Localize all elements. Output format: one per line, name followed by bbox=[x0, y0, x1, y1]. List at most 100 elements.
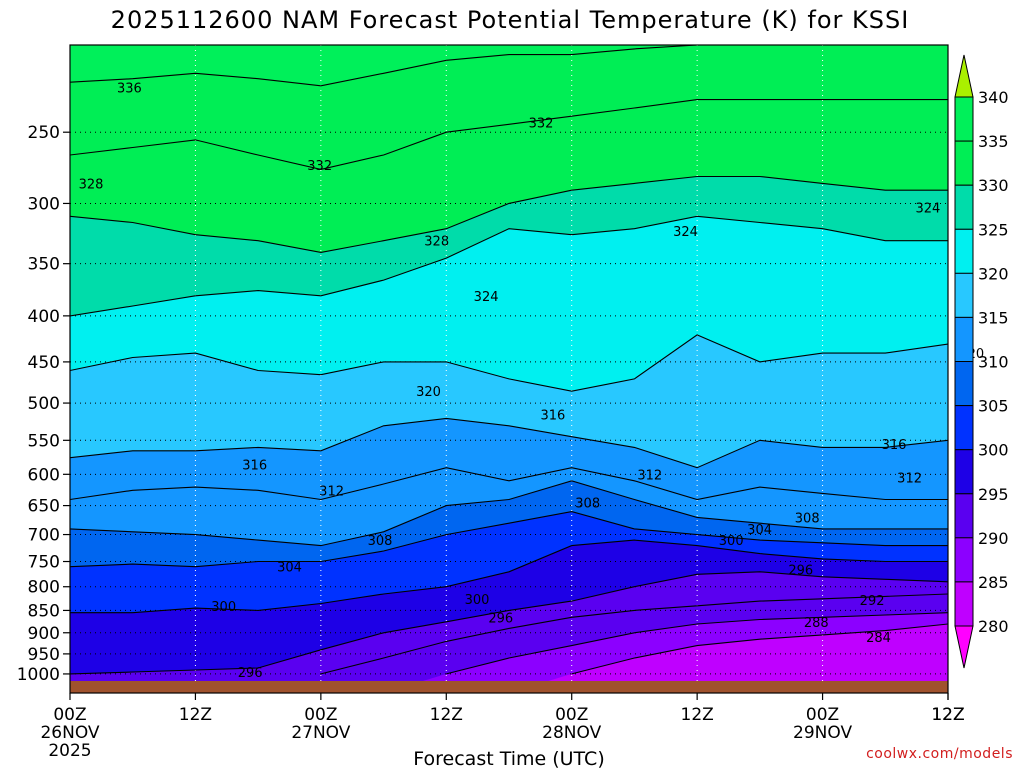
x-tick-label: 12Z bbox=[681, 705, 714, 725]
x-tick-label: 12Z bbox=[931, 705, 964, 725]
contour-label: 336 bbox=[117, 82, 142, 97]
colorbar-label: 315 bbox=[978, 308, 1009, 327]
plot-area bbox=[70, 45, 948, 693]
isentrope-292 bbox=[320, 593, 948, 675]
y-tick-label: 500 bbox=[28, 394, 60, 414]
contour-label: 296 bbox=[788, 563, 813, 578]
y-tick-label: 350 bbox=[28, 255, 60, 275]
contour-label: 288 bbox=[804, 616, 829, 631]
contour-label: 304 bbox=[277, 561, 302, 576]
colorbar-label: 325 bbox=[978, 220, 1009, 239]
isentrope-296 bbox=[70, 571, 948, 675]
y-tick-label: 1000 bbox=[17, 665, 60, 685]
x-tick-label: 12Z bbox=[179, 705, 212, 725]
colorbar-segment bbox=[954, 449, 974, 495]
dotted-grid bbox=[70, 45, 948, 693]
contour-label: 312 bbox=[637, 468, 662, 483]
plot-frame bbox=[69, 44, 949, 694]
isentrope-284 bbox=[571, 623, 948, 675]
y-tick-label: 700 bbox=[28, 526, 60, 546]
colorbar-label: 320 bbox=[978, 264, 1009, 283]
band-284 bbox=[70, 624, 948, 693]
x-tick-label: 12Z bbox=[430, 705, 463, 725]
colorbar: 340 335 330 325 320 315 310 305 300 295 290 285 280 bbox=[954, 54, 1009, 669]
colorbar-label: 305 bbox=[978, 397, 1009, 416]
colorbar-segment bbox=[954, 96, 974, 142]
contour-label: 304 bbox=[747, 523, 772, 538]
y-tick-label: 250 bbox=[28, 123, 60, 143]
contour-label: 332 bbox=[529, 117, 554, 132]
ground-strip bbox=[70, 681, 948, 693]
x-tick-date: 28NOV bbox=[542, 723, 601, 743]
colorbar-label: 290 bbox=[978, 529, 1009, 548]
contour-label: 308 bbox=[575, 497, 600, 512]
colorbar-label: 335 bbox=[978, 132, 1009, 151]
x-tick-date: 29NOV bbox=[793, 723, 852, 743]
contour-label: 296 bbox=[238, 666, 263, 681]
contour-label: 320 bbox=[416, 385, 441, 400]
colorbar-bottom-arrow bbox=[954, 625, 974, 669]
x-tick-date: 26NOV bbox=[40, 723, 99, 743]
colorbar-label: 285 bbox=[978, 573, 1009, 592]
x-tick-label: 12Z bbox=[931, 705, 964, 725]
credit-text: coolwx.com/models bbox=[866, 746, 1013, 762]
contour-label: 312 bbox=[319, 484, 344, 499]
colorbar-label: 295 bbox=[978, 485, 1009, 504]
contour-label: 292 bbox=[860, 594, 885, 609]
colorbar-segment bbox=[954, 272, 974, 318]
contour-label: 312 bbox=[897, 472, 922, 487]
contour-label: 308 bbox=[368, 534, 393, 549]
contour-label: 328 bbox=[424, 235, 449, 250]
isentrope-332 bbox=[70, 99, 948, 170]
contour-label: 332 bbox=[307, 159, 332, 174]
contour-label: 296 bbox=[488, 611, 513, 626]
contour-labels: 3363323323283283243243243203203163163163… bbox=[79, 82, 985, 682]
y-tick-label: 450 bbox=[28, 353, 60, 373]
colorbar-label: 300 bbox=[978, 441, 1009, 460]
x-tick-date: 27NOV bbox=[291, 723, 350, 743]
y-tick-label: 550 bbox=[28, 431, 60, 451]
contour-label: 324 bbox=[474, 290, 499, 305]
isentrope-308 bbox=[70, 480, 948, 547]
y-tick-label: 650 bbox=[28, 497, 60, 517]
y-tick-label: 400 bbox=[28, 307, 60, 327]
y-tick-label: 600 bbox=[28, 465, 60, 485]
colorbar-segment bbox=[954, 184, 974, 230]
colorbar-segment bbox=[954, 140, 974, 186]
y-tick-label: 300 bbox=[28, 194, 60, 214]
contour-label: 324 bbox=[673, 225, 698, 240]
isentrope-316 bbox=[70, 417, 948, 469]
y-tick-label: 800 bbox=[28, 578, 60, 598]
colorbar-top-arrow bbox=[954, 54, 974, 98]
isentrope-contours bbox=[70, 45, 948, 675]
isentrope-324 bbox=[70, 215, 948, 317]
colorbar-label: 340 bbox=[978, 88, 1009, 107]
contour-label: 300 bbox=[211, 600, 236, 615]
colorbar-segment bbox=[954, 581, 974, 627]
contour-label: 300 bbox=[719, 534, 744, 549]
contour-label: 308 bbox=[795, 511, 820, 526]
contour-label: 316 bbox=[242, 458, 267, 473]
isentrope-328 bbox=[70, 175, 948, 253]
isentrope-336 bbox=[70, 45, 948, 87]
x-tick-label: 00Z bbox=[806, 705, 839, 725]
y-tick-label: 950 bbox=[28, 645, 60, 665]
contour-label: 316 bbox=[882, 438, 907, 453]
colorbar-label: 330 bbox=[978, 176, 1009, 195]
isentrope-320 bbox=[70, 334, 948, 392]
x-axis-title: Forecast Time (UTC) bbox=[413, 748, 604, 768]
y-tick-label: 750 bbox=[28, 553, 60, 573]
colorbar-label: 310 bbox=[978, 353, 1009, 372]
contour-label: 316 bbox=[540, 409, 565, 424]
x-tick-label: 00Z bbox=[555, 705, 588, 725]
contour-label: 328 bbox=[79, 177, 104, 192]
contour-label: 324 bbox=[915, 201, 940, 216]
colorbar-segment bbox=[954, 316, 974, 362]
theta-shading bbox=[70, 45, 948, 693]
y-axis: 250 300 350 400 450 500 550 600 650 700 750 800 850 9… bbox=[17, 123, 70, 685]
isentrope-300 bbox=[70, 539, 948, 614]
x-tick-label: 00Z bbox=[304, 705, 337, 725]
isentrope-304 bbox=[70, 511, 948, 568]
colorbar-segment bbox=[954, 537, 974, 583]
